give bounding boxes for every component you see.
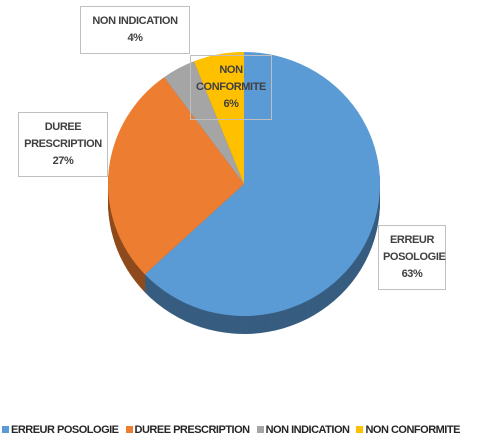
- slice: [164, 61, 244, 185]
- legend-swatch: [356, 426, 364, 433]
- legend-label: NON CONFORMITE: [365, 424, 460, 436]
- legend-label: ERREUR POSOLOGIE: [11, 424, 119, 436]
- data-label: NON CONFORMITE 6%: [190, 55, 272, 120]
- data-label: DUREE PRESCRIPTION 27%: [18, 112, 108, 177]
- legend-item: NON INDICATION: [256, 424, 350, 436]
- legend-swatch: [256, 426, 264, 433]
- data-label-value: 4%: [127, 32, 143, 44]
- slice: [193, 52, 244, 184]
- data-label-category: DUREE PRESCRIPTION: [24, 121, 102, 150]
- legend-swatch: [125, 426, 133, 433]
- legend: ERREUR POSOLOGIE DUREE PRESCRIPTION NON IN…: [2, 424, 467, 436]
- slice: [107, 77, 244, 275]
- data-label-value: 6%: [223, 98, 239, 110]
- legend-item: NON CONFORMITE: [356, 424, 460, 436]
- data-label: NON INDICATION 4%: [80, 6, 190, 54]
- data-label-value: 27%: [52, 155, 74, 167]
- data-label-category: ERREUR POSOLOGIE: [383, 234, 446, 263]
- legend-label: DUREE PRESCRIPTION: [134, 424, 251, 436]
- data-label-category: NON INDICATION: [92, 15, 178, 27]
- slice: [144, 52, 380, 316]
- legend-swatch: [2, 426, 9, 433]
- legend-item: DUREE PRESCRIPTION: [125, 424, 251, 436]
- data-label: ERREUR POSOLOGIE 63%: [378, 225, 446, 290]
- legend-label: NON INDICATION: [265, 424, 350, 436]
- data-label-category: NON CONFORMITE: [196, 64, 266, 93]
- legend-item: ERREUR POSOLOGIE: [2, 424, 119, 436]
- pie-area: [107, 52, 380, 334]
- data-label-value: 63%: [401, 268, 423, 280]
